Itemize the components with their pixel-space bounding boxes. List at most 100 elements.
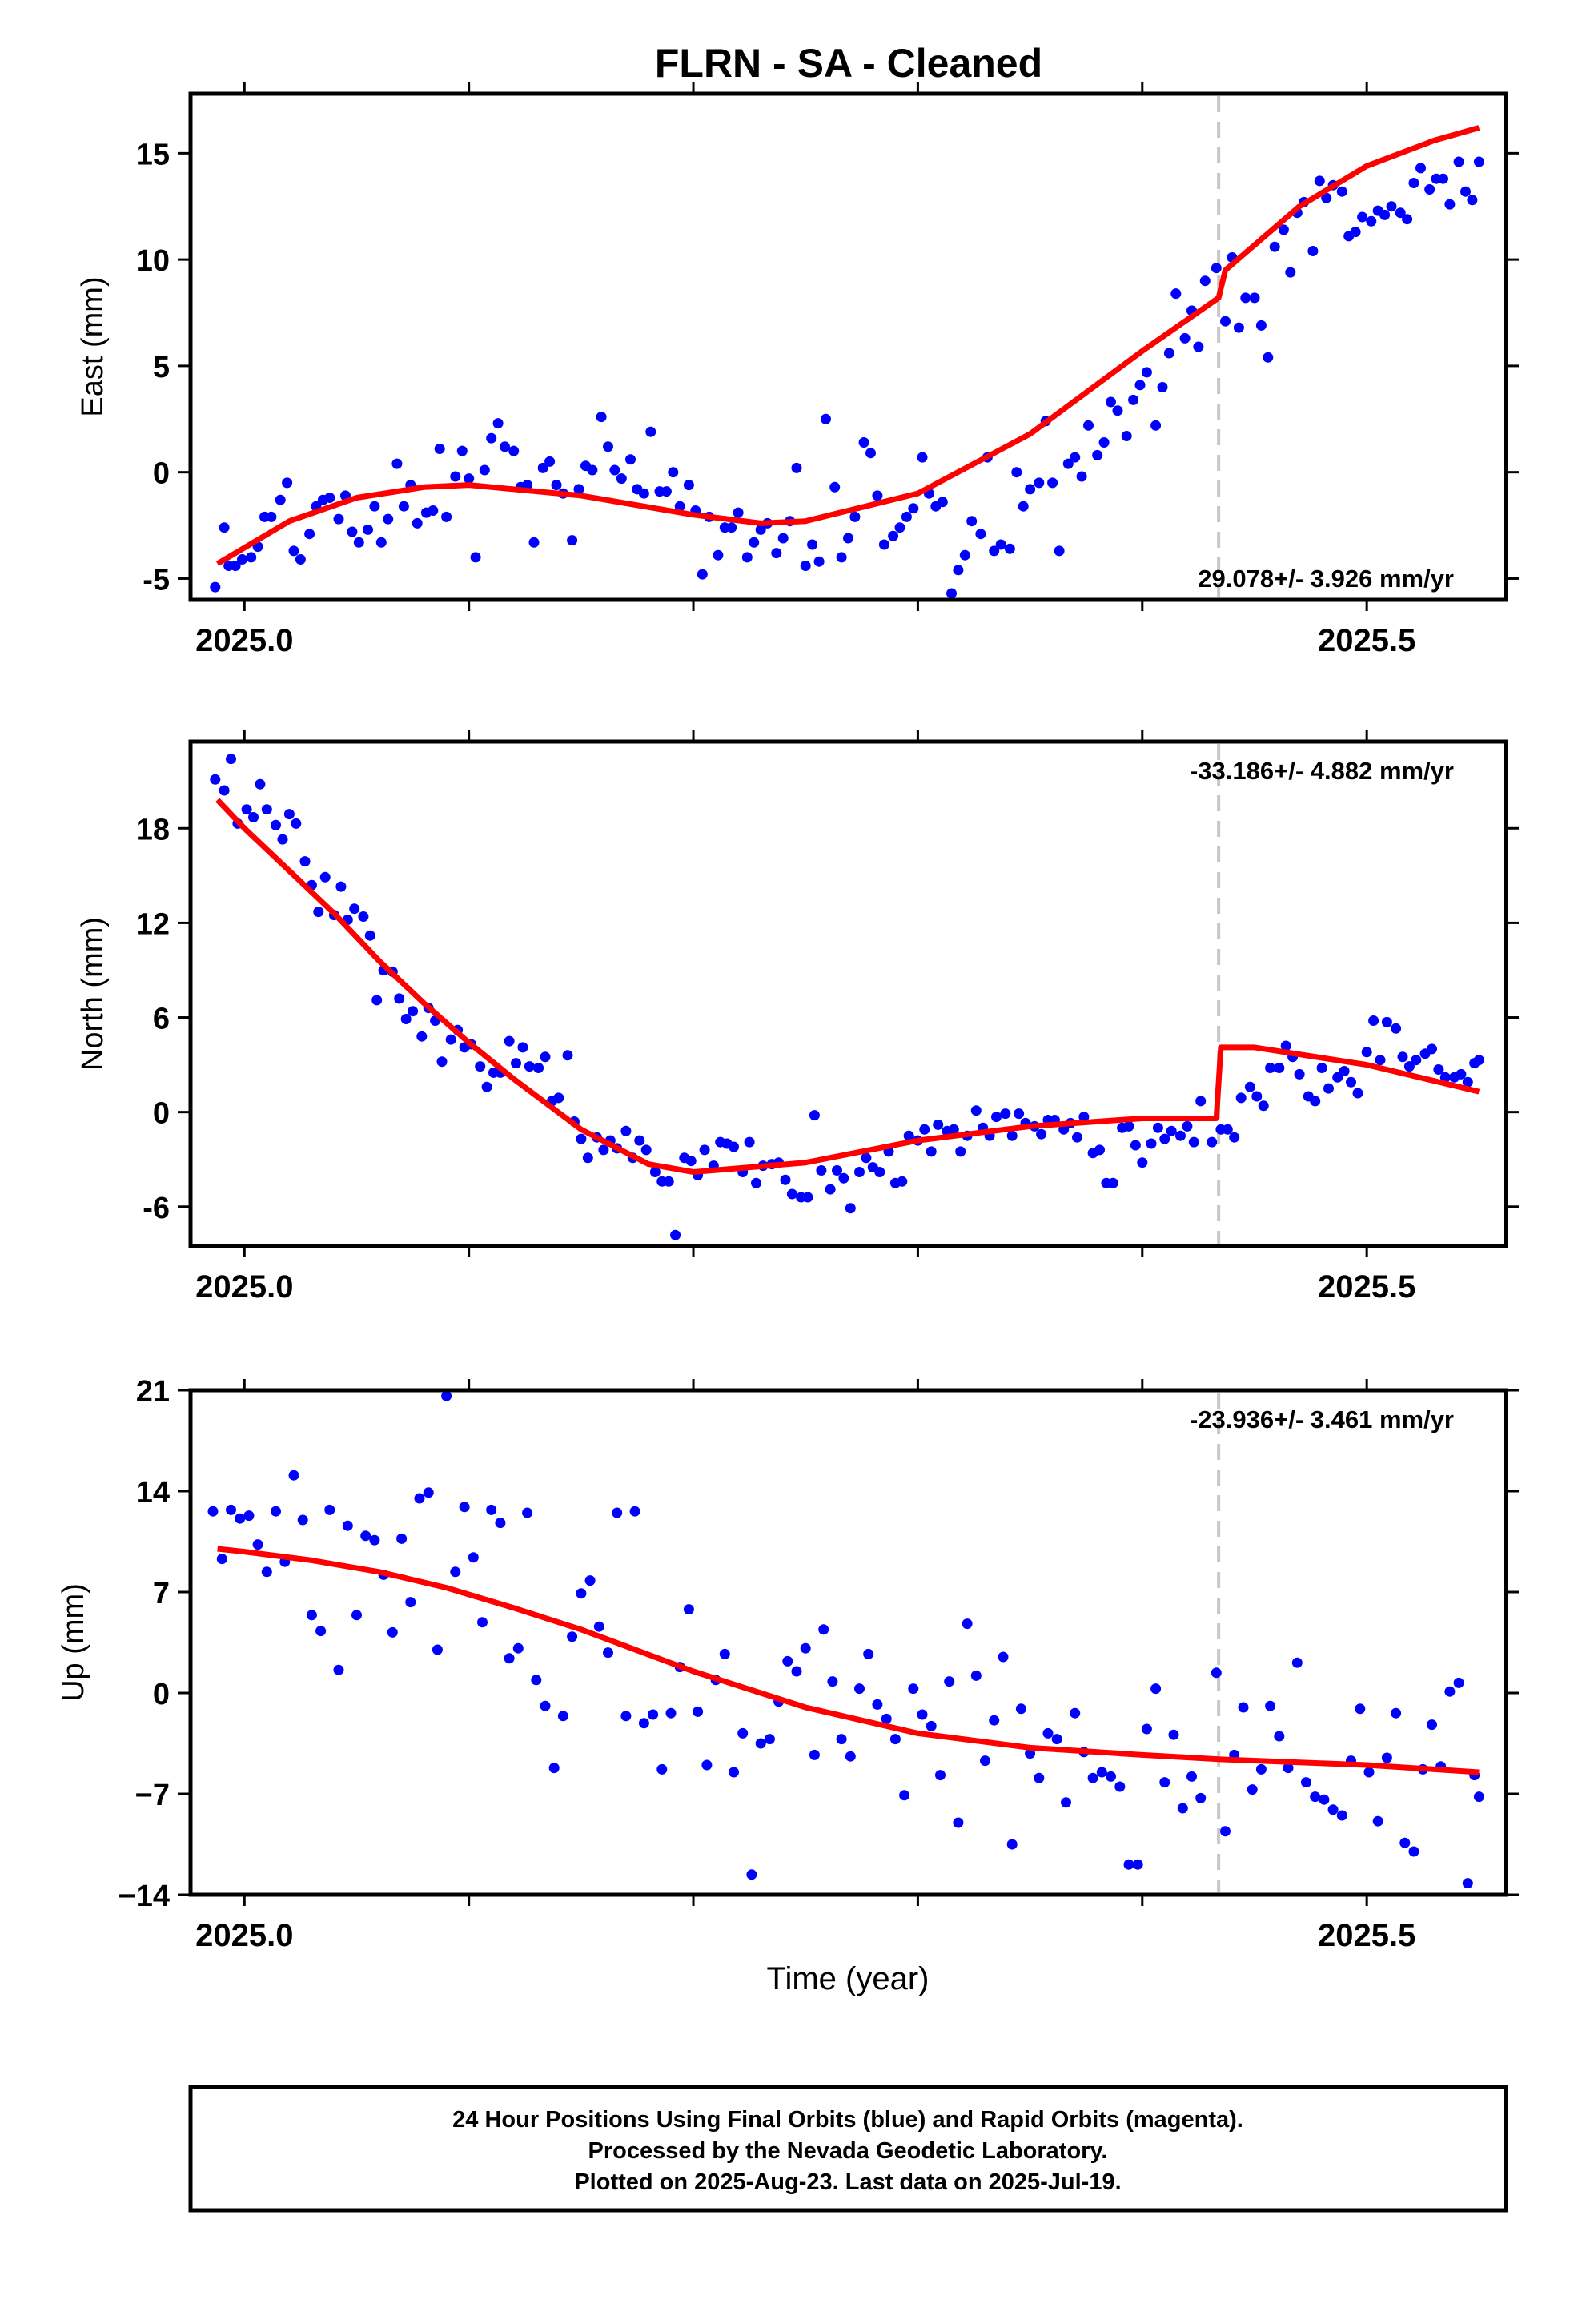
up-data-point bbox=[1265, 1700, 1276, 1711]
up-data-point bbox=[306, 1610, 317, 1621]
east-data-point bbox=[1438, 173, 1448, 184]
north-data-point bbox=[504, 1035, 515, 1047]
north-data-point bbox=[261, 804, 272, 815]
east-data-point bbox=[470, 552, 481, 563]
east-data-point bbox=[1199, 275, 1211, 287]
east-data-point bbox=[353, 537, 364, 548]
up-data-point bbox=[1363, 1767, 1375, 1778]
north-data-point bbox=[1094, 1144, 1105, 1156]
east-data-point bbox=[1070, 452, 1081, 463]
east-data-point bbox=[1018, 501, 1029, 512]
up-data-point bbox=[791, 1666, 802, 1677]
up-data-point bbox=[719, 1648, 730, 1659]
up-data-point bbox=[926, 1720, 937, 1731]
east-data-point bbox=[668, 467, 679, 478]
north-data-point bbox=[291, 818, 302, 829]
north-data-point bbox=[1036, 1128, 1047, 1140]
east-data-point bbox=[661, 486, 672, 497]
up-data-point bbox=[477, 1617, 488, 1628]
east-data-point bbox=[456, 445, 468, 456]
east-data-point bbox=[210, 581, 221, 593]
north-data-point bbox=[1368, 1015, 1379, 1026]
east-data-point bbox=[1424, 184, 1435, 195]
east-data-point bbox=[1444, 199, 1456, 210]
up-data-point bbox=[818, 1624, 829, 1635]
up-data-point bbox=[1391, 1707, 1402, 1719]
up-data-point bbox=[387, 1626, 398, 1638]
up-data-point bbox=[432, 1644, 443, 1655]
up-data-point bbox=[755, 1738, 766, 1749]
east-frame bbox=[188, 91, 1508, 602]
up-fit-line bbox=[217, 1546, 1480, 1775]
east-data-point bbox=[1076, 471, 1087, 482]
east-data-point bbox=[528, 537, 540, 548]
north-data-point bbox=[1411, 1055, 1422, 1066]
east-data-point bbox=[266, 511, 277, 522]
east-data-point bbox=[1357, 211, 1368, 223]
east-data-point bbox=[486, 432, 497, 444]
north-data-point bbox=[1427, 1043, 1437, 1055]
north-data-point bbox=[970, 1105, 982, 1116]
north-data-point bbox=[744, 1136, 755, 1148]
north-data-point bbox=[241, 804, 252, 815]
north-data-point bbox=[663, 1176, 674, 1187]
east-data-point bbox=[697, 569, 708, 580]
north-data-point bbox=[919, 1124, 930, 1135]
east-data-point bbox=[645, 426, 656, 437]
up-data-point bbox=[548, 1763, 560, 1774]
up-data-point bbox=[872, 1699, 883, 1710]
up-data-point bbox=[315, 1626, 327, 1637]
north-data-point bbox=[903, 1130, 914, 1141]
east-data-point bbox=[741, 552, 753, 563]
up-data-point bbox=[917, 1709, 928, 1720]
east-data-point bbox=[821, 413, 831, 424]
north-data-point bbox=[1207, 1136, 1218, 1148]
up-data-point bbox=[889, 1734, 901, 1745]
east-data-point bbox=[573, 484, 584, 495]
up-data-point bbox=[1087, 1772, 1098, 1783]
east-data-point bbox=[479, 464, 490, 476]
up-data-point bbox=[1355, 1703, 1366, 1715]
up-y-tick-label: −14 bbox=[118, 1880, 170, 1913]
north-data-point bbox=[832, 1165, 842, 1176]
north-data-point bbox=[1280, 1040, 1291, 1051]
east-data-point bbox=[1011, 467, 1022, 478]
north-data-point bbox=[670, 1229, 681, 1240]
east-data-point bbox=[777, 533, 789, 544]
north-data-point bbox=[319, 871, 331, 883]
up-data-point bbox=[1310, 1791, 1321, 1803]
up-data-point bbox=[1301, 1777, 1311, 1788]
north-data-point bbox=[436, 1056, 448, 1068]
east-data-point bbox=[1047, 477, 1058, 489]
up-data-point bbox=[953, 1817, 964, 1828]
north-data-point bbox=[481, 1081, 492, 1092]
east-data-point bbox=[865, 448, 876, 459]
east-data-point bbox=[1170, 288, 1182, 300]
up-data-point bbox=[980, 1755, 990, 1767]
north-data-point bbox=[1159, 1133, 1170, 1144]
north-data-point bbox=[255, 778, 266, 790]
east-data-point bbox=[551, 480, 562, 491]
east-data-point bbox=[363, 524, 373, 535]
north-data-point bbox=[524, 1061, 535, 1072]
north-data-point bbox=[897, 1176, 908, 1187]
east-data-point bbox=[1460, 186, 1471, 197]
east-data-point bbox=[1092, 449, 1103, 460]
up-data-point bbox=[1015, 1703, 1026, 1715]
east-data-point bbox=[953, 565, 964, 576]
north-data-point bbox=[1072, 1132, 1082, 1143]
up-data-point bbox=[1051, 1734, 1062, 1745]
up-y-tick-label: 21 bbox=[136, 1375, 170, 1409]
up-data-point bbox=[729, 1767, 739, 1778]
up-data-point bbox=[899, 1790, 910, 1801]
north-data-point bbox=[1310, 1096, 1321, 1107]
east-data-point bbox=[219, 522, 230, 533]
north-data-point bbox=[1361, 1047, 1372, 1058]
east-data-point bbox=[917, 452, 928, 463]
up-data-point bbox=[414, 1493, 425, 1504]
up-data-point bbox=[1123, 1859, 1134, 1870]
up-data-point bbox=[827, 1676, 838, 1687]
east-data-point bbox=[726, 522, 737, 533]
up-data-point bbox=[1453, 1677, 1464, 1688]
east-data-point bbox=[1106, 396, 1116, 408]
